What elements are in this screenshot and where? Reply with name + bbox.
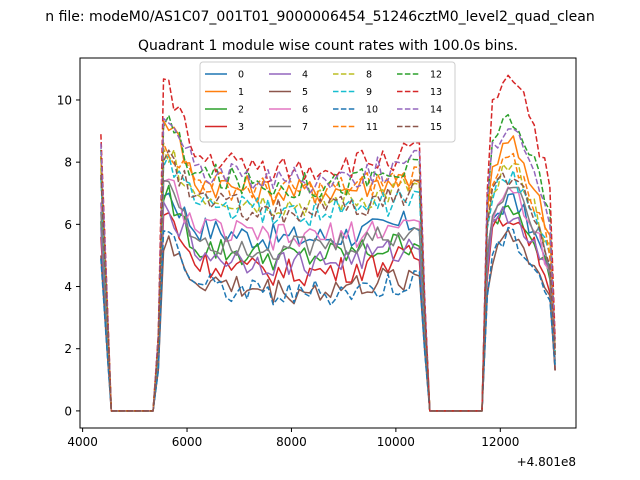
- axes-frame: [79, 57, 577, 429]
- y-tick-label: 0: [64, 404, 72, 418]
- legend-label-0: 0: [238, 70, 244, 81]
- series-line-15: [100, 149, 556, 412]
- legend-label-1: 1: [238, 87, 244, 98]
- legend-label-4: 4: [302, 70, 308, 81]
- x-axis: 4000 6000 8000 10000 12000: [67, 428, 519, 449]
- y-tick-label: 8: [64, 156, 72, 170]
- y-tick-label: 10: [57, 93, 72, 107]
- legend-label-8: 8: [366, 70, 372, 81]
- x-tick-label: 12000: [481, 435, 519, 449]
- legend-label-11: 11: [366, 122, 378, 133]
- legend-label-9: 9: [366, 87, 372, 98]
- figure-suptitle: n file: modeM0/AS1C07_001T01_9000006454_…: [45, 9, 594, 25]
- legend-label-12: 12: [430, 70, 442, 81]
- y-tick-label: 4: [64, 280, 72, 294]
- x-tick-label: 4000: [67, 435, 98, 449]
- plot-area: [100, 74, 556, 412]
- y-tick-label: 6: [64, 218, 72, 232]
- legend-label-3: 3: [238, 122, 244, 133]
- legend-label-14: 14: [430, 105, 442, 116]
- legend-label-7: 7: [302, 122, 308, 133]
- series-line-10: [100, 226, 556, 412]
- legend-label-6: 6: [302, 105, 308, 116]
- x-offset-label: +4.801e8: [517, 455, 576, 469]
- x-tick-label: 6000: [172, 435, 203, 449]
- legend-label-2: 2: [238, 105, 244, 116]
- y-tick-label: 2: [64, 342, 72, 356]
- chart-title: Quadrant 1 module wise count rates with …: [138, 38, 518, 54]
- legend-label-13: 13: [430, 87, 442, 98]
- legend-label-15: 15: [430, 122, 442, 133]
- legend-box: [199, 61, 456, 143]
- legend-label-10: 10: [366, 105, 378, 116]
- x-tick-label: 10000: [377, 435, 415, 449]
- legend-label-5: 5: [302, 87, 308, 98]
- y-axis: 0 2 4 6 8 10: [57, 93, 80, 418]
- x-tick-label: 8000: [276, 435, 307, 449]
